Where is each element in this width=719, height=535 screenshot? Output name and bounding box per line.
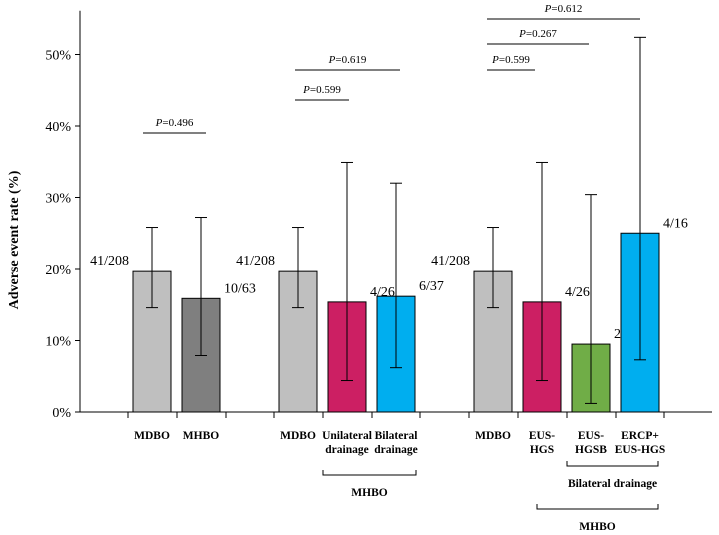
category-label: MDBO	[280, 430, 316, 442]
group-bracket-label: Bilateral drainage	[568, 478, 657, 490]
data-label: 4/16	[663, 216, 688, 231]
data-label: 4/26	[565, 285, 590, 300]
category-label: EUS-HGS	[529, 430, 555, 456]
data-label: 41/208	[90, 254, 129, 269]
y-axis-label: Adverse event rate (%)	[7, 170, 22, 309]
data-label: 10/63	[224, 281, 256, 296]
category-label: Bilateral drainage	[374, 430, 417, 456]
y-tick-label: 20%	[45, 263, 71, 278]
y-tick-label: 50%	[45, 49, 71, 64]
category-label: MDBO	[134, 430, 170, 442]
p-value-label: P=0.599	[302, 84, 341, 96]
p-value-label: P=0.496	[155, 117, 194, 129]
p-value-label: P=0.619	[328, 54, 367, 66]
category-label: Unilateral drainage	[322, 430, 372, 456]
p-value-label: P=0.599	[491, 54, 530, 66]
data-label: 6/37	[419, 279, 444, 294]
bars: 41/208 MDBO 10/63 MHBO 41/208 MDBO 4/26 Unilate…	[90, 36, 688, 456]
y-tick-label: 40%	[45, 120, 71, 135]
group-bracket	[536, 504, 659, 510]
y-tick-label: 30%	[45, 192, 71, 207]
data-label: 41/208	[236, 254, 275, 269]
group-bracket-label: MHBO	[351, 487, 387, 499]
category-label: MDBO	[475, 430, 511, 442]
y-tick-label: 0%	[52, 406, 71, 421]
p-value-label: P=0.267	[518, 28, 557, 40]
group-bracket	[566, 461, 659, 467]
data-label: 41/208	[431, 254, 470, 269]
annotations: P=0.496 P=0.599 P=0.619 P=0.599 P=0.267 P=0.6…	[143, 3, 659, 533]
category-label: MHBO	[183, 430, 219, 442]
category-label: EUS-HGSB	[575, 430, 607, 456]
group-bracket-label: MHBO	[579, 521, 615, 533]
group-bracket	[322, 470, 417, 476]
category-label: ERCP+ EUS-HGS	[615, 430, 666, 456]
y-tick-label: 10%	[45, 335, 71, 350]
p-value-label: P=0.612	[544, 3, 583, 15]
